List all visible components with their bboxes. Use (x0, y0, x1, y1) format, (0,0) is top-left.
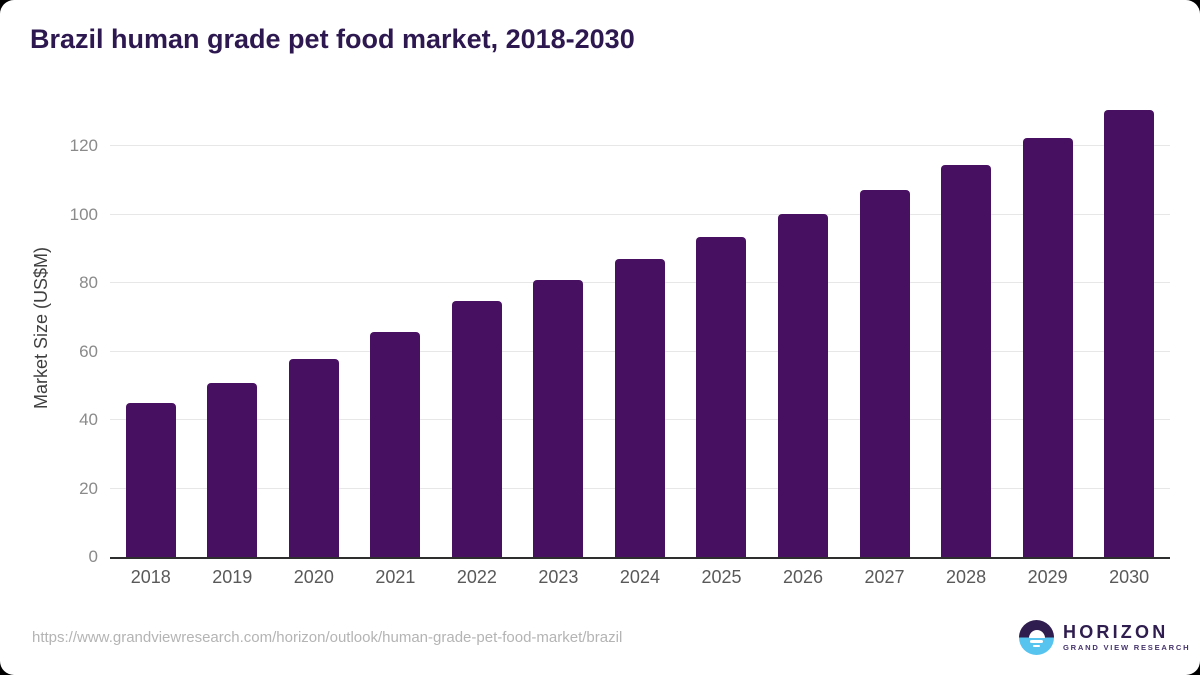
horizon-sun-circle-icon (1019, 620, 1054, 655)
x-tick-label-2028: 2028 (946, 567, 987, 587)
bars (110, 100, 1170, 557)
x-axis-labels: 2018 2019 2020 2021 2022 2023 2024 2025 2026 2027… (110, 567, 1170, 588)
bar-column-2027 (844, 190, 926, 557)
gridline (110, 145, 1170, 147)
x-tick-label-2020: 2020 (293, 567, 334, 587)
y-tick-label: 20 (79, 478, 98, 498)
bar-2026[interactable] (778, 214, 829, 557)
bar-column-2025 (681, 237, 763, 557)
logo-reflection-line-icon (1030, 640, 1043, 643)
bar-column-2024 (599, 258, 681, 557)
x-tick-label-2025: 2025 (701, 567, 742, 587)
x-tick-label-2026: 2026 (782, 567, 824, 587)
x-tick-label-2029: 2029 (1027, 567, 1068, 587)
bar-column-2029 (1007, 138, 1089, 557)
gridline (110, 213, 1170, 215)
y-tick-label: 100 (69, 204, 98, 224)
bar-2021[interactable] (370, 331, 421, 557)
bar-2028[interactable] (941, 165, 992, 557)
horizon-logo[interactable]: HORIZON GRAND VIEW RESEARCH (1019, 620, 1190, 655)
bar-column-2028 (925, 165, 1007, 557)
bar-2027[interactable] (859, 190, 910, 557)
bar-column-2020 (273, 359, 355, 557)
logo-sun-icon (1028, 629, 1045, 638)
bar-2020[interactable] (288, 359, 339, 557)
x-tick-label-2019: 2019 (212, 567, 253, 587)
bar-column-2026 (762, 214, 844, 557)
bar-column-2018 (110, 403, 192, 557)
bar-2029[interactable] (1022, 138, 1073, 557)
bar-2018[interactable] (125, 403, 176, 557)
x-tick-label-2023: 2023 (538, 567, 579, 587)
bar-column-2019 (192, 382, 274, 557)
chart-title: Brazil human grade pet food market, 2018… (30, 24, 635, 54)
logo-name: HORIZON (1063, 622, 1169, 642)
logo-text: HORIZON GRAND VIEW RESEARCH (1063, 623, 1190, 652)
bar-2030[interactable] (1104, 110, 1155, 557)
x-tick-label-2024: 2024 (619, 567, 660, 587)
bar-column-2022 (436, 300, 518, 557)
y-tick-label: 80 (79, 273, 98, 293)
y-tick-label: 120 (69, 136, 98, 156)
bar-column-2023 (518, 279, 600, 557)
plot-area: 0 20 40 60 80 100 120 (70, 100, 1170, 566)
y-tick-label: 0 (88, 547, 98, 566)
x-tick-label-2018: 2018 (130, 567, 171, 587)
y-axis-title: Market Size (US$M) (30, 247, 51, 410)
x-tick-label-2021: 2021 (375, 567, 416, 587)
logo-reflection-line-icon (1033, 644, 1040, 648)
y-tick-label: 60 (79, 341, 98, 361)
bar-column-2030 (1088, 110, 1170, 557)
x-tick-label-2027: 2027 (864, 567, 905, 587)
bar-2023[interactable] (533, 279, 584, 557)
bar-2022[interactable] (451, 300, 502, 557)
source-url[interactable]: https://www.grandviewresearch.com/horizo… (32, 629, 623, 646)
bar-2024[interactable] (614, 258, 665, 557)
y-tick-label: 40 (79, 410, 98, 430)
bar-column-2021 (355, 331, 437, 557)
x-tick-label-2022: 2022 (456, 567, 497, 587)
bar-2025[interactable] (696, 237, 747, 557)
logo-subtitle: GRAND VIEW RESEARCH (1063, 643, 1191, 652)
x-tick-label-2030: 2030 (1109, 567, 1150, 587)
bar-2019[interactable] (207, 382, 258, 557)
